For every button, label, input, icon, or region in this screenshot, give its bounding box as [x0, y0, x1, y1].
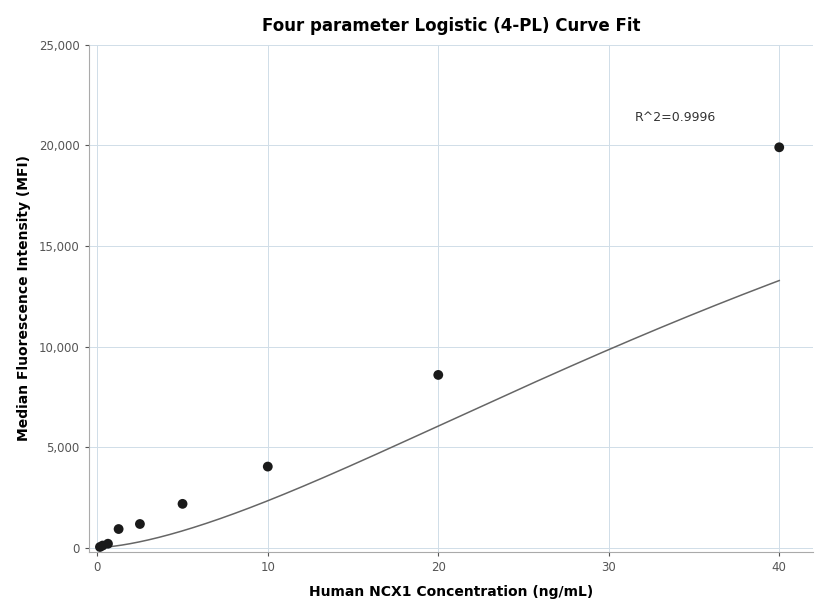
Point [432, 370, 445, 380]
Point [112, 524, 125, 534]
Point [261, 461, 275, 471]
Point [93, 542, 106, 552]
Text: R^2=0.9996: R^2=0.9996 [634, 111, 715, 124]
Point [96, 541, 110, 551]
Point [134, 519, 147, 529]
X-axis label: Human NCX1 Concentration (ng/mL): Human NCX1 Concentration (ng/mL) [309, 585, 593, 599]
Y-axis label: Median Fluorescence Intensity (MFI): Median Fluorescence Intensity (MFI) [17, 155, 31, 442]
Point [176, 499, 189, 509]
Title: Four parameter Logistic (4-PL) Curve Fit: Four parameter Logistic (4-PL) Curve Fit [261, 17, 640, 34]
Point [101, 539, 115, 549]
Point [773, 142, 786, 152]
